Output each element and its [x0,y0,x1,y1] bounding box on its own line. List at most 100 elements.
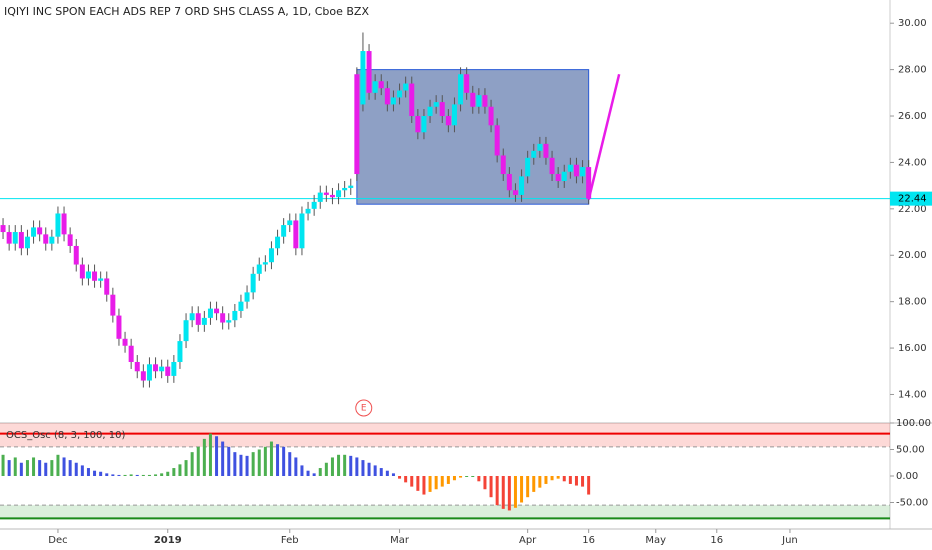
osc-bar [239,454,243,476]
candle-body [506,174,512,191]
y-tick-label: 30.00 [898,18,927,29]
last-price-label: 22.44 [898,194,927,205]
candle-body [61,213,67,235]
candle-body [238,301,244,311]
candle-body [378,81,384,89]
osc-bar [233,452,237,476]
osc-bar [574,476,578,486]
candle-body [397,90,403,98]
candle-body [482,95,488,107]
trend-line [587,73,621,200]
candle-body [73,245,79,265]
x-tick-label: May [645,535,666,546]
candle-body [470,92,476,107]
candle-body [348,185,354,188]
osc-bar [257,449,261,476]
candle-body [409,83,415,117]
osc-bar [465,476,469,477]
candle-body [122,338,128,346]
osc-bar [483,476,487,490]
osc-bar [532,476,536,492]
osc-bar [398,476,402,479]
osc-bar [184,460,188,476]
osc-bar [373,465,377,476]
osc-bar [513,476,517,508]
candle-body [177,341,183,362]
y-tick-label: 28.00 [898,65,927,76]
candle-body [116,315,122,339]
osc-bar [489,476,493,498]
y-tick-label: 16.00 [898,343,927,354]
candle-body [79,264,85,279]
osc-bar [355,457,359,476]
osc-bar [562,476,566,482]
osc-bar [581,476,585,487]
osc-bar [111,474,115,476]
osc-bar [74,462,78,476]
osc-bar [93,470,97,476]
osc-bar [324,462,328,476]
candle-body [165,366,171,376]
osc-bar [19,462,23,476]
candle-body [31,227,37,237]
osc-bar [446,476,450,484]
osc-bar [404,476,408,483]
candle-body [275,236,281,249]
candle-body [299,213,305,249]
osc-bar [215,436,219,476]
candle-body [512,190,518,195]
osc-bar [459,476,463,478]
candle-body [390,97,396,105]
osc-bar [282,446,286,476]
candle-body [226,320,232,323]
osc-bar [367,462,371,476]
osc-bar [160,473,164,476]
osc-bar [68,460,72,476]
osc-bar [294,457,298,476]
candle-body [342,187,348,191]
osc-bar [337,454,341,476]
y-tick-label: 50.00 [896,445,925,456]
candle-body [18,232,24,249]
candle-body [573,164,579,177]
osc-bar [422,476,426,495]
osc-bar [202,438,206,476]
candle-body [531,150,537,158]
candle-body [250,273,256,293]
candle-body [268,248,274,263]
candle-body [329,194,335,198]
osc-bar [471,476,475,477]
osc-bar [495,476,499,506]
osc-bar [190,452,194,476]
candle-body [427,106,433,117]
osc-bar [507,476,511,511]
candle-body [85,271,91,279]
y-tick-label: 24.00 [898,157,927,168]
candle-body [153,364,159,372]
event-marker [355,399,373,417]
osc-bar [318,468,322,476]
osc-bar [123,474,127,476]
osc-bar [141,474,145,476]
x-tick-label: Feb [281,535,299,546]
candle-body [543,143,549,158]
y-tick-label: 26.00 [898,111,927,122]
osc-bar [330,457,334,476]
osc-bar [306,470,310,476]
osc-bar [391,473,395,476]
candle-body [494,125,500,156]
osc-bar [166,471,170,476]
y-tick-label: 14.00 [898,389,927,400]
candle-body [104,278,110,295]
candle-body [372,81,378,93]
candle-body [366,51,372,93]
y-tick-label: 18.00 [898,297,927,308]
osc-bar [300,465,304,476]
candle-body [360,51,366,105]
x-tick-label: 2019 [154,535,182,546]
osc-bar [208,433,212,476]
candle-body [561,171,567,181]
y-tick-label: 20.00 [898,250,927,261]
osc-bar [227,446,231,476]
event-label: E [361,404,367,414]
